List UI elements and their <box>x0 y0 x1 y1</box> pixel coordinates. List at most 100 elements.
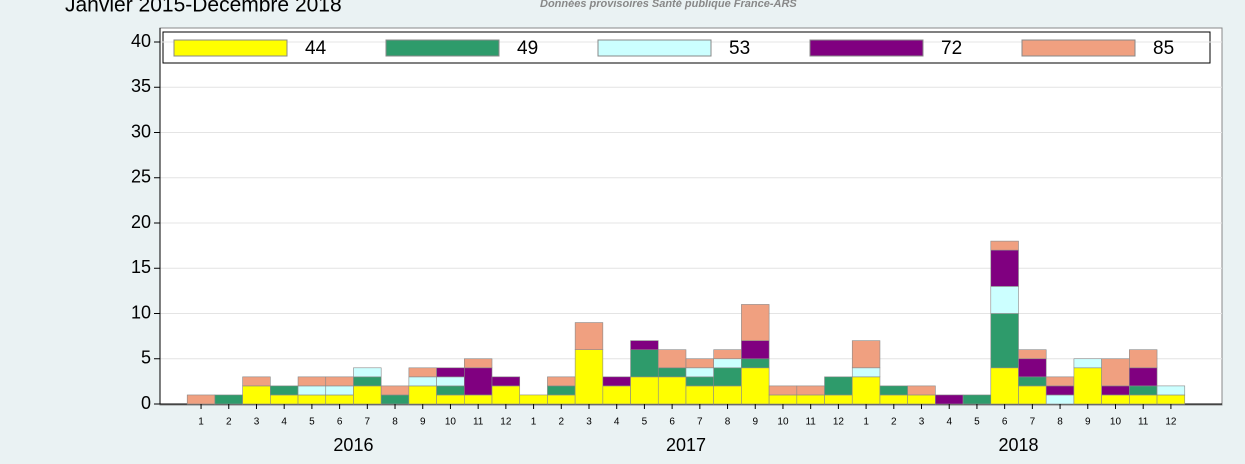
y-tick-label: 15 <box>131 257 151 277</box>
x-tick-label: 4 <box>946 417 952 428</box>
x-tick-label: 7 <box>365 417 371 428</box>
x-tick-label: 1 <box>198 417 204 428</box>
bar-segment <box>713 358 742 369</box>
bar-segment <box>380 385 410 396</box>
bar-segment <box>436 367 465 378</box>
bar-segment <box>1073 367 1102 405</box>
year-label: 2017 <box>666 435 706 455</box>
bar-segment <box>713 367 742 387</box>
bar-segment <box>879 394 908 405</box>
bar-segment <box>796 394 825 405</box>
bar-segment <box>491 376 521 387</box>
bar-segment <box>574 322 604 350</box>
bar-segment <box>990 249 1019 287</box>
bar-segment <box>741 304 770 341</box>
bar-segment <box>353 367 382 378</box>
y-tick-label: 30 <box>131 121 151 141</box>
bar-segment <box>630 376 659 405</box>
bar-segment <box>1018 358 1047 378</box>
bar-segment <box>547 394 576 405</box>
bar-segment <box>713 349 742 360</box>
bar-segment <box>1129 385 1158 396</box>
bar-segment <box>214 394 243 405</box>
legend-swatch <box>809 39 924 57</box>
chart-title: Janvier 2015-Décembre 2018 <box>65 0 342 17</box>
year-label: 2016 <box>333 435 373 455</box>
bar-segment <box>547 385 576 396</box>
bar-segment <box>657 376 687 405</box>
year-label: 2018 <box>998 435 1038 455</box>
bar-segment <box>408 367 437 378</box>
bar-segment <box>741 358 770 369</box>
x-tick-label: 11 <box>473 417 484 428</box>
bar-segment <box>685 358 714 369</box>
x-tick-label: 9 <box>420 417 426 428</box>
bar-segment <box>741 340 770 360</box>
bar-segment <box>436 376 465 387</box>
bar-segment <box>1129 349 1158 369</box>
bar-segment <box>1045 376 1075 387</box>
x-tick-label: 9 <box>1085 417 1091 428</box>
x-tick-label: 4 <box>281 417 287 428</box>
bar-segment <box>186 394 216 405</box>
bar-segment <box>630 340 659 350</box>
bar-segment <box>270 394 299 405</box>
bar-segment <box>796 385 825 396</box>
bar-segment <box>907 385 936 396</box>
x-tick-label: 10 <box>445 417 457 428</box>
x-tick-label: 5 <box>974 417 980 428</box>
x-tick-label: 12 <box>833 417 845 428</box>
y-tick-label: 0 <box>141 393 151 413</box>
bar-segment <box>685 385 714 405</box>
bar-segment <box>353 376 382 387</box>
x-tick-label: 8 <box>725 417 731 428</box>
x-tick-label: 9 <box>752 417 758 428</box>
bar-segment <box>879 385 908 396</box>
bar-segment <box>519 394 548 405</box>
bar-segment <box>463 358 493 369</box>
bar-segment <box>463 394 493 405</box>
bar-segment <box>1073 358 1102 369</box>
y-tick-label: 25 <box>131 167 151 187</box>
chart-subtitle: Données provisoires Santé publique Franc… <box>540 0 797 10</box>
bar-segment <box>990 367 1019 405</box>
legend-label: 85 <box>1153 38 1174 59</box>
legend-swatch <box>597 39 712 57</box>
bar-segment <box>990 240 1019 251</box>
x-tick-label: 2 <box>891 417 897 428</box>
bar-segment <box>1156 385 1186 396</box>
legend-swatch <box>385 39 500 57</box>
bar-segment <box>1101 358 1130 387</box>
bar-segment <box>741 367 770 405</box>
bar-segment <box>685 376 714 387</box>
y-tick-label: 10 <box>131 302 151 322</box>
y-tick-label: 40 <box>131 31 151 51</box>
bar-segment <box>990 313 1019 369</box>
bar-segment <box>1101 385 1130 396</box>
bar-segment <box>630 349 659 378</box>
bar-segment <box>297 394 327 405</box>
x-tick-label: 8 <box>392 417 398 428</box>
legend-label: 72 <box>941 38 962 59</box>
bar-segment <box>935 394 964 405</box>
x-tick-label: 3 <box>586 417 592 428</box>
bar-segment <box>685 367 714 378</box>
bar-segment <box>1156 394 1186 405</box>
bar-segment <box>325 376 354 387</box>
bar-segment <box>242 385 271 405</box>
bar-segment <box>270 385 299 396</box>
x-tick-label: 1 <box>863 417 869 428</box>
bar-segment <box>657 367 687 378</box>
bar-segment <box>907 394 936 405</box>
bar-segment <box>353 385 382 405</box>
bar-segment <box>851 376 881 405</box>
bar-segment <box>602 376 631 387</box>
bar-segment <box>768 394 798 405</box>
bar-segment <box>297 385 327 396</box>
x-tick-label: 2 <box>559 417 565 428</box>
legend-label: 49 <box>517 38 538 59</box>
x-tick-label: 2 <box>226 417 232 428</box>
x-tick-label: 5 <box>642 417 648 428</box>
plot-area <box>159 27 1223 406</box>
